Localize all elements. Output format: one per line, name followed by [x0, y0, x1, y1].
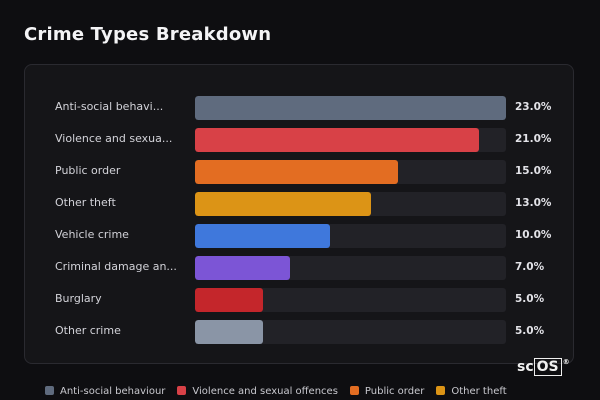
bar [195, 160, 398, 184]
bar-value-label: 10.0% [515, 229, 552, 241]
legend-item[interactable]: Other theft [436, 386, 507, 397]
bar-track [195, 288, 506, 312]
legend-item[interactable]: Violence and sexual offences [177, 386, 338, 397]
bar-row: Other theft 13.0% [25, 192, 573, 216]
bar-label: Vehicle crime [55, 228, 129, 241]
bar-row: Other crime 5.0% [25, 320, 573, 344]
bar-label: Anti-social behavi... [55, 100, 164, 113]
logo-registered-mark: ® [562, 358, 570, 366]
legend-label: Anti-social behaviour [60, 386, 166, 397]
legend-label: Public order [364, 386, 425, 397]
bar-row: Burglary 5.0% [25, 288, 573, 312]
legend-swatch [349, 386, 359, 395]
legend-swatch [45, 386, 54, 395]
bar [195, 320, 263, 344]
legend-label: Violence and sexual offences [192, 386, 338, 397]
bar-value-label: 5.0% [515, 325, 545, 337]
scos-logo: sc OS ® [517, 358, 570, 376]
logo-prefix: sc [517, 359, 534, 375]
bar-label: Violence and sexua... [55, 132, 173, 145]
bar-label: Public order [55, 164, 121, 177]
bar-row: Vehicle crime 10.0% [25, 224, 573, 248]
bar-track [195, 224, 506, 248]
chart-legend: Anti-social behaviour Violence and sexual… [45, 386, 600, 400]
bar-value-label: 7.0% [515, 261, 545, 273]
bar-row: Criminal damage an... 7.0% [25, 256, 573, 280]
legend-item[interactable]: Public order [349, 386, 425, 397]
bar [195, 256, 290, 280]
bar-track [195, 192, 506, 216]
legend-swatch [177, 386, 187, 395]
bar-row: Anti-social behavi... 23.0% [25, 96, 573, 120]
bar-row: Violence and sexua... 21.0% [25, 128, 573, 152]
bar-value-label: 13.0% [515, 197, 552, 209]
bar [195, 224, 330, 248]
bar-label: Other crime [55, 324, 121, 337]
legend-swatch [436, 386, 446, 395]
legend-label: Other theft [451, 386, 507, 397]
bar [195, 192, 371, 216]
chart-title: Crime Types Breakdown [24, 24, 272, 45]
bar-label: Other theft [55, 196, 116, 209]
bar-track [195, 96, 506, 120]
bar-value-label: 15.0% [515, 165, 552, 177]
chart-card: Anti-social behavi... 23.0% Violence and s… [24, 64, 574, 364]
bar-value-label: 21.0% [515, 133, 552, 145]
bar-track [195, 128, 506, 152]
bar-label: Burglary [55, 292, 102, 305]
bar-row: Public order 15.0% [25, 160, 573, 184]
bar [195, 128, 479, 152]
logo-boxed-text: OS [533, 358, 562, 376]
bar-label: Criminal damage an... [55, 260, 177, 273]
bar-value-label: 23.0% [515, 101, 552, 113]
bar-value-label: 5.0% [515, 293, 545, 305]
bar [195, 288, 263, 312]
bar-track [195, 320, 506, 344]
bar-track [195, 256, 506, 280]
bar [195, 96, 506, 120]
bar-track [195, 160, 506, 184]
legend-item[interactable]: Anti-social behaviour [45, 386, 165, 397]
